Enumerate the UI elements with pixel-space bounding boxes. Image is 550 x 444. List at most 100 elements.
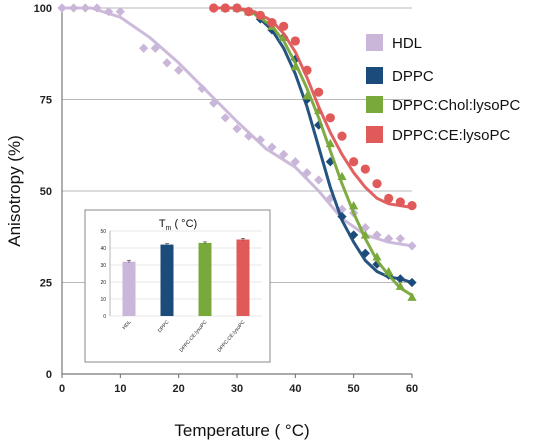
series-3 (209, 3, 417, 211)
legend-label: DPPC:Chol:lysoPC (392, 97, 521, 114)
data-point (244, 7, 254, 17)
data-point (80, 3, 90, 13)
data-point (314, 120, 324, 130)
inset-y-tick-label: 50 (100, 229, 106, 235)
data-point (255, 135, 265, 145)
data-point (372, 230, 382, 240)
data-point (395, 281, 405, 290)
data-point (92, 3, 102, 13)
data-point (220, 3, 230, 13)
legend-layer: HDL DPPC DPPC:Chol:lysoPC DPPC:CE:lysoPC (366, 34, 521, 144)
data-point (209, 3, 219, 13)
data-point (325, 113, 335, 123)
legend-swatch (366, 126, 383, 143)
data-point (302, 91, 312, 100)
legend-label: DPPC:CE:lysoPC (392, 127, 511, 144)
y-tick-label: 100 (34, 3, 52, 15)
data-point (337, 131, 347, 141)
legend-swatch (366, 67, 383, 84)
data-point (325, 138, 335, 148)
data-point (290, 36, 300, 46)
data-point (290, 54, 300, 64)
data-point (57, 3, 67, 13)
inset-y-tick-label: 10 (100, 297, 106, 303)
data-point (395, 233, 405, 244)
data-point (115, 7, 125, 17)
data-point (360, 230, 370, 239)
x-tick-label: 30 (231, 383, 243, 395)
y-tick-label: 50 (40, 186, 52, 198)
x-tick-label: 40 (289, 383, 301, 395)
data-point (407, 277, 417, 288)
data-point (360, 164, 370, 174)
legend-swatch (366, 34, 383, 51)
data-point (384, 266, 394, 276)
data-point (349, 201, 359, 210)
inset-category-label: HDL (121, 319, 132, 331)
inset-bar (198, 242, 212, 316)
y-axis-title: Anisotropy (%) (5, 135, 24, 246)
inset-y-tick-label: 40 (100, 246, 106, 252)
data-point (255, 10, 265, 20)
data-point (372, 252, 382, 261)
x-tick-label: 60 (406, 383, 418, 395)
inset-bar (236, 239, 250, 316)
data-point (279, 21, 289, 31)
data-point (150, 43, 160, 53)
data-point (209, 98, 219, 108)
data-point (267, 142, 277, 152)
series-layer (57, 3, 417, 301)
data-point (384, 233, 394, 244)
data-point (384, 193, 394, 203)
data-point (69, 3, 79, 13)
data-point (104, 7, 114, 17)
data-point (395, 274, 405, 284)
inset-bar (160, 244, 174, 316)
inset-title-unit: ( °C) (171, 218, 197, 230)
data-point (197, 83, 207, 94)
data-point (349, 157, 359, 167)
data-point (302, 168, 312, 178)
legend-label: HDL (392, 35, 422, 52)
x-tick-label: 10 (114, 383, 126, 395)
inset-title: Tm ( °C) (159, 218, 197, 232)
x-tick-label: 50 (348, 383, 360, 395)
y-tick-label: 0 (46, 369, 52, 381)
fit-line (212, 6, 414, 297)
x-tick-label: 20 (173, 383, 185, 395)
inset-title-main: T (159, 218, 166, 230)
data-point (220, 113, 230, 123)
data-point (232, 3, 242, 13)
data-point (290, 61, 300, 71)
data-point (407, 292, 417, 301)
data-point (407, 201, 417, 211)
data-point (267, 18, 277, 28)
data-point (360, 223, 370, 233)
inset-y-tick-label: 0 (103, 314, 106, 320)
data-point (337, 171, 347, 181)
legend-label: DPPC (392, 68, 434, 85)
x-tick-label: 0 (59, 383, 65, 395)
data-point (162, 58, 172, 68)
data-point (337, 212, 347, 222)
inset-y-tick-label: 20 (100, 280, 106, 286)
y-tick-label: 25 (40, 278, 52, 290)
legend-swatch (366, 96, 383, 113)
data-point (302, 65, 312, 75)
inset-y-tick-label: 30 (100, 263, 106, 269)
data-point (244, 131, 254, 141)
data-point (395, 197, 405, 207)
x-axis-title: Temperature ( °C) (174, 421, 309, 440)
y-tick-label: 75 (40, 95, 52, 107)
inset-title-subscript: m (166, 225, 172, 232)
data-point (349, 230, 359, 240)
data-point (174, 65, 184, 75)
data-point (232, 124, 242, 134)
data-point (279, 149, 289, 159)
data-point (314, 87, 324, 97)
data-point (407, 241, 417, 251)
data-point (290, 157, 300, 167)
